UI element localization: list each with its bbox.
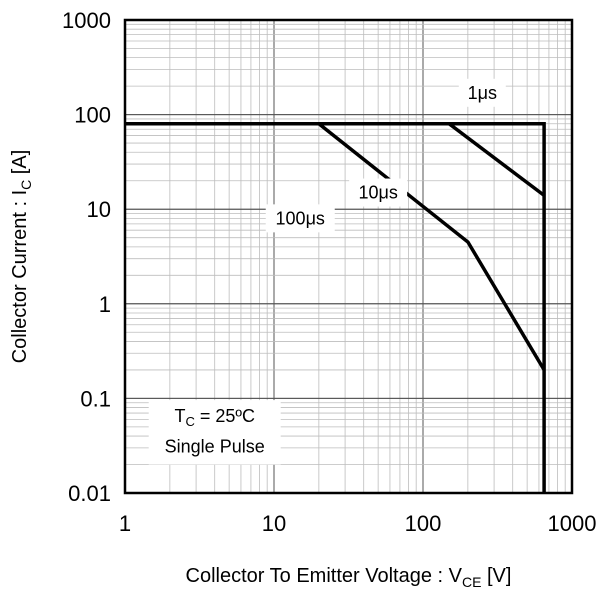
y-axis-label: Collector Current : IC [A] xyxy=(9,150,34,364)
series-line-2 xyxy=(448,122,546,197)
x-axis-label-main: Collector To Emitter Voltage : V xyxy=(186,565,463,587)
annotation-t: T xyxy=(174,406,185,426)
x-tick-label: 1000 xyxy=(548,511,597,536)
series-label-bg-1 xyxy=(458,78,506,107)
annotation-single-pulse: Single Pulse xyxy=(165,437,265,457)
x-axis-label-sub: CE xyxy=(462,574,481,589)
y-tick-label: 1 xyxy=(99,292,111,317)
annotation-background xyxy=(148,400,281,465)
y-tick-label: 100 xyxy=(74,103,111,128)
y-axis-label-main: Collector Current : I xyxy=(9,190,31,363)
x-tick-label: 100 xyxy=(405,511,442,536)
y-axis-label-sub: C xyxy=(18,180,34,190)
x-tick-label: 1 xyxy=(119,511,131,536)
series-label-2: 10μs xyxy=(358,183,397,203)
annotation-t-sub: C xyxy=(185,414,194,429)
series-label-1: 1μs xyxy=(468,83,497,103)
grid xyxy=(124,19,573,494)
y-axis-label-unit: [A] xyxy=(9,150,31,180)
x-tick-label: 10 xyxy=(262,511,286,536)
condition-annotation: TC = 25ºC Single Pulse xyxy=(148,400,281,465)
series-label-bg-3 xyxy=(265,204,335,233)
plot-frame xyxy=(123,18,574,495)
y-tick-label: 0.1 xyxy=(80,386,111,411)
x-tick-labels: 1 10 100 1000 xyxy=(119,511,597,536)
annotation-t-value: = 25ºC xyxy=(195,406,255,426)
annotation-temperature: TC = 25ºC xyxy=(174,406,255,429)
y-tick-label: 0.01 xyxy=(68,481,111,506)
y-tick-label: 1000 xyxy=(62,8,111,33)
series-label-3: 100μs xyxy=(276,208,325,228)
series-line-3 xyxy=(317,122,546,371)
series-labels: 1μs 10μs 100μs xyxy=(265,78,506,233)
series-line-1 xyxy=(125,122,546,493)
x-axis-label-unit: [V] xyxy=(481,565,511,587)
y-tick-label: 10 xyxy=(87,197,111,222)
series-lines xyxy=(125,122,546,493)
x-axis-label: Collector To Emitter Voltage : VCE [V] xyxy=(186,565,512,589)
y-tick-labels: 0.01 0.1 1 10 100 1000 xyxy=(62,8,111,506)
series-label-bg-2 xyxy=(349,178,408,207)
